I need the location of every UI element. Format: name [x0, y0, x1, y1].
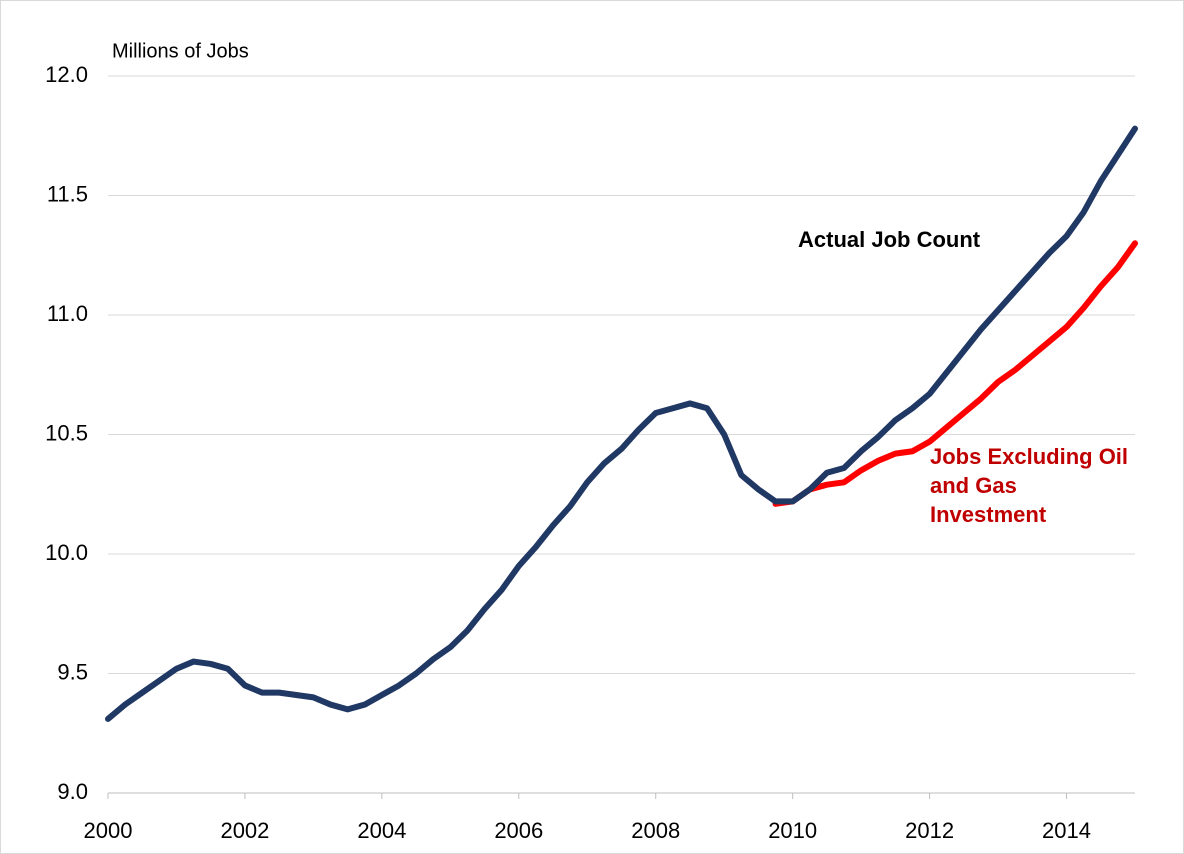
x-tick-label: 2002 — [220, 818, 269, 843]
y-tick-label: 11.0 — [47, 301, 88, 326]
y-tick-label: 10.5 — [45, 420, 88, 445]
y-tick-label: 10.0 — [45, 540, 88, 565]
series-line — [772, 240, 1138, 507]
series-line — [105, 125, 1138, 722]
x-tick-label: 2008 — [631, 818, 680, 843]
y-tick-label: 9.0 — [57, 779, 88, 804]
x-tick-label: 2004 — [357, 818, 406, 843]
series-label: Jobs Excluding Oil and Gas Investment — [930, 444, 1129, 527]
y-tick-label: 11.5 — [47, 181, 88, 206]
x-tick-label: 2000 — [84, 818, 133, 843]
x-tick-label: 2010 — [768, 818, 817, 843]
x-tick-label: 2014 — [1042, 818, 1091, 843]
x-tick-label: 2006 — [494, 818, 543, 843]
x-tick-label: 2012 — [905, 818, 954, 843]
series-label: Actual Job Count — [798, 227, 981, 252]
y-tick-label: 12.0 — [45, 62, 88, 87]
y-axis-label: Millions of Jobs — [112, 40, 249, 62]
y-tick-label: 9.5 — [57, 659, 88, 684]
